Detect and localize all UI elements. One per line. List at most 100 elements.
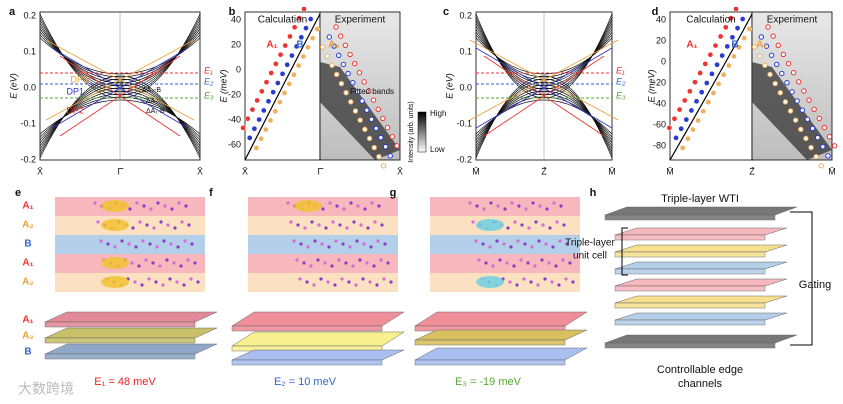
fitted-point	[265, 98, 272, 105]
fitted-point	[333, 24, 339, 30]
fitted-point	[789, 89, 795, 95]
fitted-point	[334, 71, 340, 78]
band-label: A₂	[756, 40, 768, 51]
fitted-point	[376, 154, 382, 160]
molecule	[476, 276, 504, 288]
fitted-point	[291, 24, 298, 31]
y-tick-label: -0.2	[456, 154, 472, 164]
atom	[113, 245, 117, 249]
fitted-point	[816, 115, 822, 122]
atom	[152, 226, 156, 230]
atom	[333, 283, 337, 287]
fitted-point	[303, 25, 309, 31]
atom	[540, 258, 544, 262]
slab-label: A₁	[22, 315, 33, 326]
layer-stripe	[55, 197, 205, 216]
atom	[561, 258, 565, 262]
fitted-point	[366, 88, 372, 94]
atom	[538, 204, 542, 208]
slab-edge	[414, 359, 566, 366]
fitted-point	[782, 99, 789, 105]
atom	[193, 261, 197, 265]
atom	[183, 239, 187, 243]
atom	[319, 277, 323, 281]
wti-layer	[614, 278, 788, 287]
layer-stripe	[430, 216, 580, 235]
fitted-point	[729, 34, 736, 41]
molecule	[476, 219, 504, 231]
atom	[317, 223, 321, 227]
y-tick-label: -60	[653, 119, 666, 129]
atom	[471, 220, 475, 224]
atom	[130, 261, 134, 265]
fitted-point	[799, 107, 806, 113]
atom	[162, 239, 166, 243]
molecule	[101, 257, 129, 269]
atom	[482, 207, 486, 211]
molecule	[101, 200, 129, 212]
panel-label: d	[652, 6, 659, 18]
atom	[547, 261, 551, 265]
atom	[495, 239, 499, 243]
y-tick-label: -0.1	[20, 118, 36, 128]
fitted-point	[272, 108, 278, 115]
atom	[327, 245, 331, 249]
atom	[133, 280, 137, 284]
atom	[551, 245, 555, 249]
dirac-point-label: DP3	[70, 74, 88, 84]
h-label: Triple-layer	[565, 238, 615, 249]
fitted-point	[690, 126, 696, 133]
atom	[559, 204, 563, 208]
atom	[140, 283, 144, 287]
atom	[189, 277, 193, 281]
fitted-point	[277, 51, 284, 58]
layer-label: A₂	[22, 277, 34, 288]
atom	[326, 280, 330, 284]
y-axis-label: E (meV)	[218, 69, 228, 102]
fitted-point	[329, 62, 335, 68]
atom	[512, 264, 516, 268]
fitted-point	[275, 80, 281, 86]
fitted-point	[796, 79, 802, 85]
atom	[137, 264, 141, 268]
atom	[289, 220, 293, 224]
fitted-point	[282, 42, 289, 49]
panel-label: e	[15, 187, 21, 199]
fitted-point	[702, 61, 709, 67]
fitted-point	[343, 90, 349, 96]
atom	[508, 280, 512, 284]
atom	[331, 220, 335, 224]
fitted-point	[818, 163, 824, 169]
y-tick-label: 0.1	[23, 46, 36, 56]
wti-layer	[614, 244, 788, 253]
fitted-point	[373, 125, 379, 132]
atom	[310, 220, 314, 224]
atom	[170, 207, 174, 211]
wti-layer	[614, 227, 788, 236]
atom	[138, 220, 142, 224]
atom	[135, 201, 139, 205]
gap-label: ΔA₂-B	[142, 87, 161, 94]
atom	[295, 258, 299, 262]
fitted-point	[688, 107, 695, 114]
y-tick-label: 40	[231, 14, 241, 24]
fitted-point	[673, 135, 679, 141]
gate-plate-edge	[604, 214, 776, 221]
atom	[335, 204, 339, 208]
slab	[44, 327, 218, 339]
wti-layer	[614, 295, 788, 304]
level-label: E₃	[616, 90, 626, 100]
fitted-point	[703, 80, 710, 86]
fitted-point	[763, 43, 770, 49]
y-tick-label: 40	[656, 14, 666, 24]
atom	[376, 239, 380, 243]
fitted-point	[384, 124, 391, 131]
wti-layer-edge	[614, 268, 766, 275]
y-tick-label: 0.1	[459, 46, 472, 56]
fitted-point	[684, 135, 691, 142]
atom	[389, 280, 393, 284]
atom	[562, 223, 566, 227]
atom	[475, 204, 479, 208]
atom	[182, 283, 186, 287]
y-tick-label: -0.1	[456, 118, 472, 128]
